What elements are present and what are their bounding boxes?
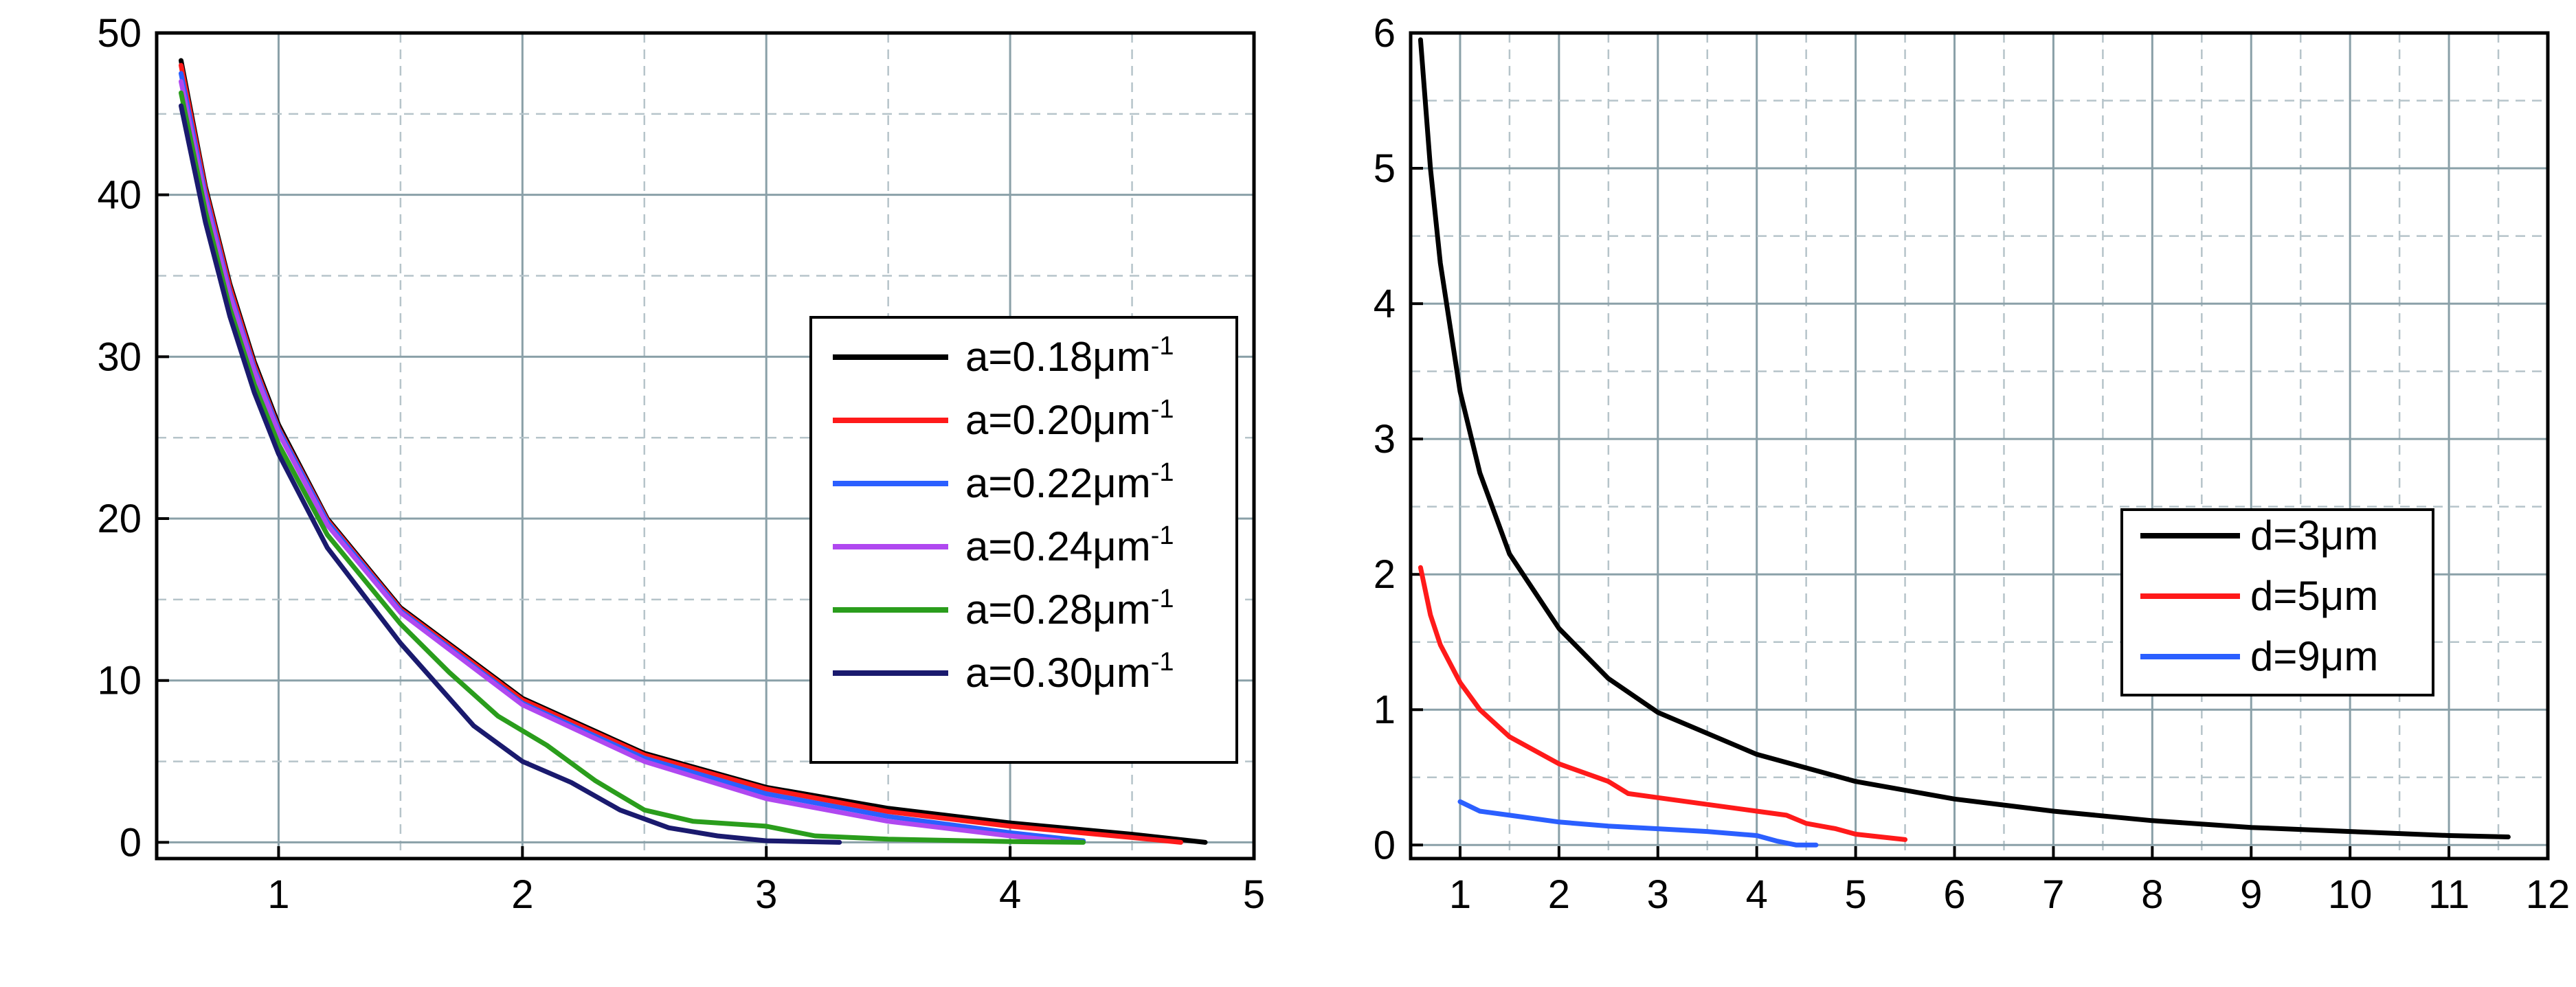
panel-b-x-tick-label: 7 [2042,872,2064,917]
panel-b-x-tick-label: 4 [1746,872,1768,917]
panel-b-y-tick-label: 5 [1374,146,1396,191]
panel-b-series-d-9-m [1457,799,1819,848]
panel-b-plot-frame [1409,31,2550,861]
panel-a-series [179,58,1208,845]
panel-b-y-tick-label: 3 [1374,417,1396,462]
panel-a-y-tick-label: 20 [97,497,142,541]
panel-b-x-tick-label: 11 [2428,872,2469,917]
panel-a-y-tick-label: 10 [97,659,142,703]
panel-b-legend-label: d=3μm [2250,512,2378,558]
panel-b-x-tick-label: 10 [2328,872,2373,917]
panel-a-x-tick-label: 3 [755,872,777,917]
panel-a-x-tick-label: 5 [1243,872,1265,917]
panel-b-series-d-5-m [1418,565,1908,842]
panel-b-x-tick-label: 12 [2526,872,2571,917]
panel-b-x-tick-label: 2 [1548,872,1570,917]
panel-b-y-tick-label: 0 [1374,823,1396,867]
panel-b-legend-label: d=9μm [2250,633,2378,679]
panel-b-legend: d=3μm d=5μm d=9μm [2140,512,2378,679]
panel-b-grid [1409,32,2549,859]
panel-a-series-a-0-30-m [179,103,842,845]
panel-b-y-tick-label: 2 [1374,552,1396,597]
panel-a-y-tick-label: 30 [97,334,142,379]
panel-b-series [1418,37,2511,848]
panel-b-x-tick-label: 8 [2141,872,2163,917]
panel-a-plot-frame [155,31,1256,861]
panel-a-x-tick-label: 1 [267,872,289,917]
panel-a-y-tick-label: 0 [120,820,142,865]
panel-a-y-tick-label: 40 [97,173,142,218]
panel-b-y-tick-label: 4 [1374,282,1396,326]
panel-b-legend-box [2120,508,2434,696]
panel-b-x-tick-label: 5 [1844,872,1866,917]
panel-a-y-tick-label: 50 [97,11,142,56]
panel-a-series-a-0-24-m [179,79,1062,843]
panel-b-y-tick-label: 1 [1374,688,1396,732]
panel-a-legend: a=0.18μm-1 a=0.20μm-1 a=0.22μm-1 a=0.24μm-1… [833,332,1174,696]
panel-b-legend-label: d=5μm [2250,573,2378,619]
panel-b-x-tick-label: 9 [2240,872,2262,917]
panel-a-legend-box [809,316,1238,764]
panel-b-x-tick-label: 6 [1943,872,1965,917]
panel-b-x-tick-label: 1 [1449,872,1471,917]
panel-a-x-tick-label: 2 [511,872,533,917]
panel-b-y-tick-label: 6 [1374,11,1396,56]
panel-a-legend-label: a=0.30μm-1 [965,648,1174,696]
panel-a-legend-label: a=0.20μm-1 [965,395,1174,443]
panel-a-x-tick-label: 4 [999,872,1021,917]
panel-a-legend-label: a=0.18μm-1 [965,332,1174,380]
panel-a-legend-label: a=0.22μm-1 [965,458,1174,506]
panel-b-series-d-3-m [1418,37,2511,839]
panel-a-legend-label: a=0.28μm-1 [965,585,1174,633]
panel-a-legend-label: a=0.24μm-1 [965,521,1174,569]
panel-b-x-tick-label: 3 [1647,872,1669,917]
panel-a-series-a-0-28-m [179,90,1086,845]
